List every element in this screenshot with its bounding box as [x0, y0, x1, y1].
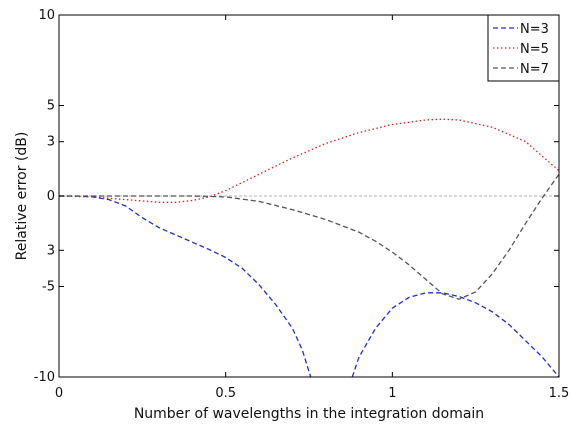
series-n-3: [59, 195, 559, 377]
y-tick-label: -10: [34, 370, 55, 385]
y-tick-label: 3: [47, 243, 55, 258]
series-line-n-7: [59, 173, 559, 300]
y-tick-label: 3: [47, 135, 55, 150]
series-n-5: [59, 118, 559, 203]
series-line-n-3: [59, 195, 312, 377]
series-line-n-5: [59, 118, 559, 203]
x-tick-label: 1.5: [549, 386, 570, 401]
x-tick-label: 0.5: [215, 386, 236, 401]
series-n-7: [59, 173, 559, 300]
series-layer: [59, 118, 559, 377]
tick-layer: 0 0.5 1 1.5 10 5 3 0 3 -5 -10: [34, 8, 570, 401]
y-axis-label: Relative error (dB): [14, 132, 30, 261]
y-tick-label: 0: [47, 189, 55, 204]
legend-label-n-5: N=5: [520, 42, 549, 57]
x-tick-label: 1: [388, 386, 396, 401]
y-tick-label: 10: [38, 8, 55, 23]
series-line-n-3: [351, 292, 559, 377]
x-tick-label: 0: [55, 386, 63, 401]
legend-label-n-3: N=3: [520, 22, 549, 37]
legend-label-n-7: N=7: [520, 62, 549, 77]
legend: N=3 N=5 N=7: [487, 14, 560, 82]
legend-box: [487, 14, 560, 82]
x-axis-label: Number of wavelengths in the integration…: [134, 406, 484, 422]
y-tick-label: 5: [47, 99, 55, 114]
y-tick-label: -5: [42, 280, 55, 295]
